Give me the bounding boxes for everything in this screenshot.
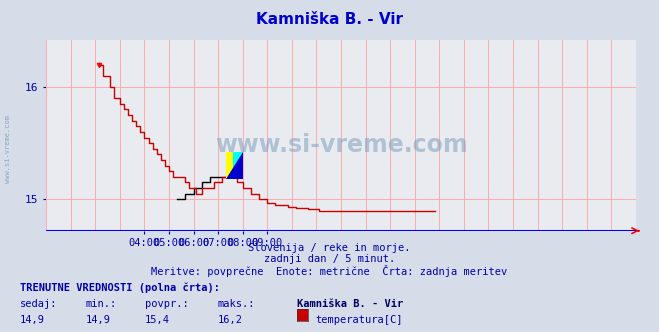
Text: 14,9: 14,9 (20, 315, 45, 325)
Text: TRENUTNE VREDNOSTI (polna črta):: TRENUTNE VREDNOSTI (polna črta): (20, 283, 219, 293)
Text: Kamniška B. - Vir: Kamniška B. - Vir (256, 12, 403, 27)
Text: 14,9: 14,9 (86, 315, 111, 325)
Bar (226, 152, 243, 179)
Text: www.si-vreme.com: www.si-vreme.com (5, 116, 11, 183)
Text: maks.:: maks.: (217, 299, 255, 309)
Text: Meritve: povprečne  Enote: metrične  Črta: zadnja meritev: Meritve: povprečne Enote: metrične Črta:… (152, 265, 507, 277)
Text: 16,2: 16,2 (217, 315, 243, 325)
Text: www.si-vreme.com: www.si-vreme.com (215, 133, 467, 157)
Text: 15,4: 15,4 (145, 315, 170, 325)
Polygon shape (226, 152, 243, 179)
Text: Slovenija / reke in morje.: Slovenija / reke in morje. (248, 243, 411, 253)
Text: temperatura[C]: temperatura[C] (315, 315, 403, 325)
Polygon shape (233, 152, 243, 179)
Text: min.:: min.: (86, 299, 117, 309)
Text: sedaj:: sedaj: (20, 299, 57, 309)
Text: povpr.:: povpr.: (145, 299, 188, 309)
Text: zadnji dan / 5 minut.: zadnji dan / 5 minut. (264, 254, 395, 264)
Text: Kamniška B. - Vir: Kamniška B. - Vir (297, 299, 403, 309)
